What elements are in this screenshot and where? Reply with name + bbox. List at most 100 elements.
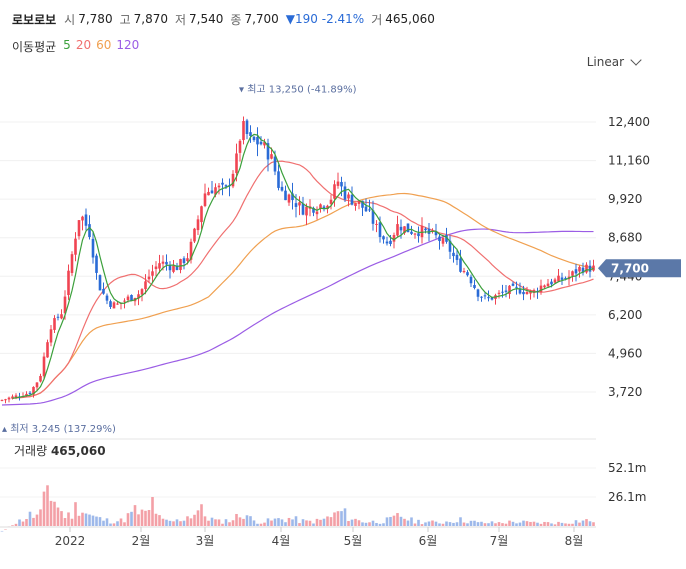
candle-body: [7, 397, 11, 400]
volume-bar: [420, 524, 424, 526]
y-tick-label: 12,400: [608, 115, 650, 129]
volume-bar: [494, 523, 497, 526]
volume-bar: [147, 510, 151, 526]
volume-bar: [182, 520, 186, 526]
ma-legend-title: 이동평균: [12, 40, 57, 54]
ma-120-label[interactable]: 120: [116, 38, 140, 52]
volume-bar: [438, 523, 441, 526]
candle-body: [11, 396, 14, 399]
candle-body: [112, 302, 116, 309]
candle-body: [266, 143, 270, 160]
candle-body: [375, 223, 378, 225]
candle-body: [32, 386, 35, 395]
candle-body: [168, 265, 172, 271]
volume-bar: [81, 512, 84, 526]
close-value: 7,700: [244, 12, 279, 26]
volume-bar: [140, 509, 144, 526]
candle-body: [207, 191, 210, 196]
candle-body: [39, 375, 42, 382]
volume-bar: [235, 513, 238, 526]
candle-body: [385, 241, 389, 244]
volume-bar: [343, 508, 347, 526]
candle-body: [200, 206, 203, 223]
candle-body: [382, 236, 385, 240]
candle-body: [592, 265, 595, 271]
volume-bar: [490, 521, 494, 526]
volume-bar: [434, 521, 438, 526]
candle-body: [98, 275, 102, 291]
volume-bar: [189, 518, 193, 526]
ma-20-label[interactable]: 20: [75, 38, 92, 52]
volume-bar: [39, 509, 42, 526]
candle-body: [424, 228, 427, 231]
volume-bar: [158, 515, 161, 526]
ma20-line: [12, 160, 594, 399]
candle-body: [256, 136, 259, 145]
ma-5-label[interactable]: 5: [63, 38, 71, 52]
candle-body: [224, 185, 228, 187]
volume-bar: [207, 520, 210, 526]
candle-body: [361, 200, 364, 208]
volume-bar: [508, 520, 511, 526]
scale-selector[interactable]: Linear: [587, 54, 642, 69]
volume-bar: [277, 518, 280, 526]
candle-body: [294, 203, 298, 207]
volume-bar: [165, 519, 168, 526]
candle-body: [172, 265, 175, 272]
volume-bar: [273, 518, 277, 526]
volume-bar: [32, 517, 35, 526]
annotations: ▾ 최고 13,250 (-41.89%) ▴ 최저 3,245 (137.29%…: [2, 84, 357, 435]
volume-bar: [410, 517, 413, 526]
volume-bar: [53, 501, 56, 526]
candle-body: [571, 271, 574, 276]
candle-body: [238, 140, 242, 153]
volume-bar: [161, 518, 165, 526]
volume-bar: [0, 530, 4, 532]
candle-body: [263, 142, 266, 146]
candle-body: [434, 231, 438, 236]
candle-body: [214, 187, 217, 195]
volume-bar: [126, 513, 130, 526]
volume-bar: [21, 521, 25, 526]
volume-bar: [392, 515, 396, 526]
ma60-line: [12, 192, 594, 399]
candle-body: [315, 211, 319, 215]
candle-body: [574, 269, 578, 274]
volume-bar: [466, 523, 469, 526]
candle-body: [182, 258, 186, 264]
volume-bar: [294, 516, 298, 526]
ma-60-label[interactable]: 60: [96, 38, 112, 52]
volume-bar: [371, 520, 375, 526]
volume-bar: [560, 522, 564, 526]
volume-bar: [424, 522, 427, 526]
volume-bar: [98, 517, 102, 526]
candle-body: [480, 296, 483, 298]
candle-body: [560, 277, 564, 280]
candle-body: [158, 263, 161, 269]
stock-name: 로보로보: [12, 12, 57, 27]
candle-body: [60, 314, 63, 319]
volume-bar: [553, 524, 557, 526]
y-tick-label: 8,680: [608, 231, 642, 245]
candle-body: [518, 288, 522, 294]
volume-bar: [196, 510, 200, 526]
volume-bar: [70, 518, 74, 526]
candle-body: [399, 226, 403, 231]
candle-body: [368, 209, 371, 211]
candle-body: [49, 329, 53, 343]
volume-bar: [483, 523, 487, 526]
volume-bar: [102, 520, 105, 526]
volume-bar: [259, 523, 263, 526]
volume-bar: [476, 522, 480, 526]
volume-title: 거래량 465,060: [14, 444, 106, 458]
candle-body: [476, 289, 480, 297]
moving-average-legend: 이동평균 5 20 60 120: [12, 38, 139, 55]
candle-body: [242, 121, 245, 141]
volume-bar: [301, 519, 305, 526]
volume-bar: [252, 520, 256, 526]
candle-body: [270, 154, 273, 159]
volume-bar: [413, 523, 417, 526]
candle-body: [95, 255, 98, 273]
volume-bar: [133, 505, 137, 526]
